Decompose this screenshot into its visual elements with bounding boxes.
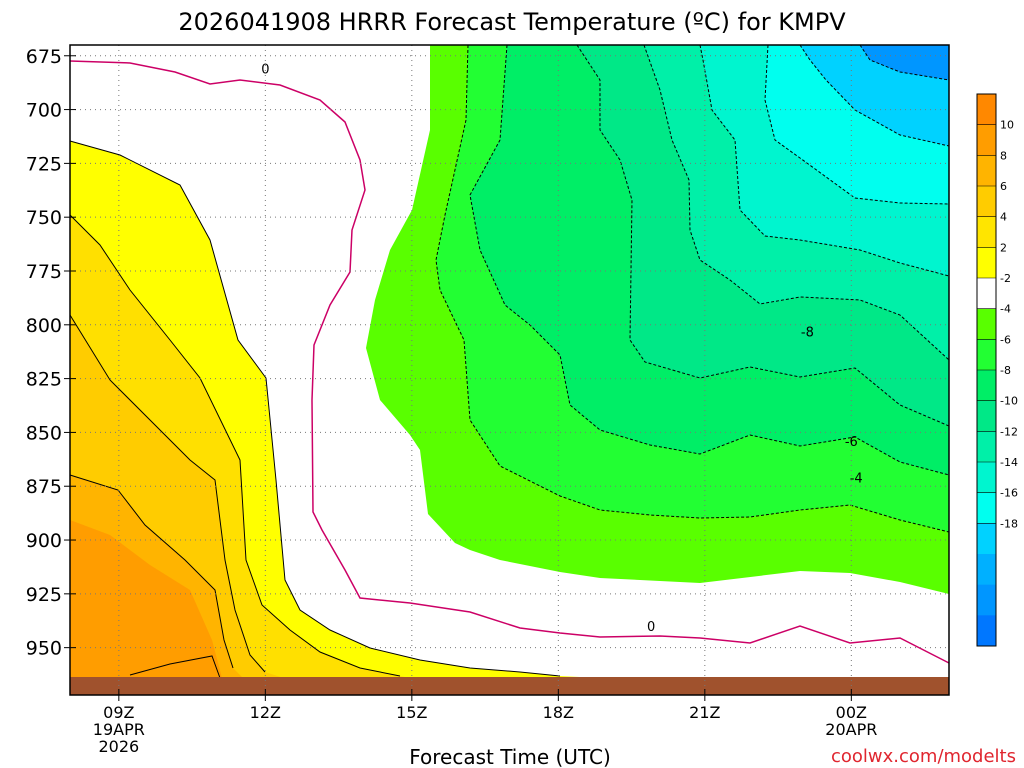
y-tick-label: 825	[26, 369, 62, 391]
colorbar-tick-label: -8	[1000, 364, 1011, 377]
colorbar-swatch	[977, 124, 996, 156]
colorbar-tick-label: -14	[1000, 456, 1018, 469]
x-tick-label: 15Z	[396, 703, 427, 722]
colorbar-tick-label: 6	[1000, 180, 1007, 193]
contour-plus4	[69, 214, 401, 677]
contour-minus8	[576, 44, 950, 427]
contour-plus10	[129, 655, 221, 679]
y-tick-label: 700	[26, 100, 62, 122]
contour-0-upper	[69, 60, 950, 664]
x-tick-label: 21Z	[689, 703, 720, 722]
colorbar-swatch	[977, 462, 996, 494]
x-tick-label: 19APR	[93, 720, 145, 739]
contour-label: -8	[801, 325, 814, 340]
colorbar-tick-label: -4	[1000, 303, 1011, 316]
x-tick-label: 12Z	[250, 703, 281, 722]
colorbar-tick-label: -6	[1000, 333, 1011, 346]
x-tick-label: 20APR	[825, 720, 877, 739]
y-tick-label: 850	[26, 422, 62, 444]
colorbar-swatch	[977, 523, 996, 555]
colorbar-tick-label: 8	[1000, 149, 1007, 162]
fill-below-minus18	[860, 45, 949, 80]
colorbar-swatch	[977, 308, 996, 340]
colorbar-tick-label: -16	[1000, 487, 1018, 500]
y-tick-label: 950	[26, 638, 62, 660]
x-tick-label: 09Z	[103, 703, 134, 722]
colorbar-swatch	[977, 615, 996, 647]
colorbar-swatch	[977, 584, 996, 616]
temperature-fills	[70, 45, 949, 695]
x-tick-label: 2026	[98, 737, 139, 756]
y-tick-label: 675	[26, 46, 62, 68]
colorbar-swatch	[977, 400, 996, 432]
fill-above-10	[70, 520, 222, 680]
contour-labels: 0 0 -8 -6 -4	[261, 63, 863, 635]
plot-frame	[69, 44, 950, 696]
colorbar: 10 8 6 4 2 -2 -4 -6 -8 -10 -12 -14 -16 -18	[976, 93, 1018, 647]
colorbar-tick-label: -12	[1000, 425, 1018, 438]
colorbar-tick-label: -18	[1000, 517, 1018, 530]
terrain-ground	[70, 677, 949, 695]
contour-label: -4	[850, 472, 863, 487]
axes: 67570072575077580082585087590092595009Z1…	[26, 46, 878, 756]
contour-minus14	[764, 44, 950, 205]
colorbar-swatch	[977, 186, 996, 218]
colorbar-tick-label: 2	[1000, 241, 1007, 254]
y-tick-label: 750	[26, 207, 62, 229]
contour-minus18	[859, 44, 950, 81]
colorbar-swatch	[977, 216, 996, 248]
colorbar-swatch	[977, 370, 996, 402]
colorbar-tick-label: 10	[1000, 119, 1014, 132]
contour-minus16	[799, 44, 950, 147]
colorbar-swatch	[977, 492, 996, 524]
y-tick-label: 800	[26, 315, 62, 337]
contour-minus4	[435, 44, 950, 533]
y-tick-label: 925	[26, 584, 62, 606]
y-tick-label: 875	[26, 476, 62, 498]
x-tick-label: 00Z	[836, 703, 867, 722]
contour-label: 0	[647, 620, 655, 635]
colorbar-swatch	[977, 155, 996, 187]
contour-plus6	[69, 314, 266, 673]
colorbar-swatch	[977, 94, 996, 126]
colorbar-swatch	[977, 554, 996, 586]
colorbar-tick-label: -10	[1000, 395, 1018, 408]
grid-lines	[70, 45, 949, 695]
contour-minus12	[699, 44, 950, 277]
colorbar-swatch	[977, 431, 996, 463]
chart-title: 2026041908 HRRR Forecast Temperature (ºC…	[178, 8, 846, 36]
x-tick-label: 18Z	[543, 703, 574, 722]
contour-lines	[69, 44, 950, 679]
contour-label: 0	[261, 63, 269, 78]
contour-label: -6	[845, 435, 858, 450]
contour-plus2	[69, 140, 561, 677]
colorbar-tick-label: -2	[1000, 272, 1011, 285]
y-tick-label: 900	[26, 530, 62, 552]
x-axis-label: Forecast Time (UTC)	[409, 745, 611, 768]
colorbar-swatch	[977, 247, 996, 279]
colorbar-swatch	[977, 278, 996, 310]
credit-text: coolwx.com/modelts	[831, 746, 1016, 767]
y-tick-label: 725	[26, 153, 62, 175]
colorbar-swatch	[977, 339, 996, 371]
contour-plus8	[69, 474, 234, 669]
y-tick-label: 775	[26, 261, 62, 283]
contour-minus6	[469, 44, 950, 476]
colorbar-tick-label: 4	[1000, 211, 1007, 224]
contour-minus10	[643, 44, 950, 361]
